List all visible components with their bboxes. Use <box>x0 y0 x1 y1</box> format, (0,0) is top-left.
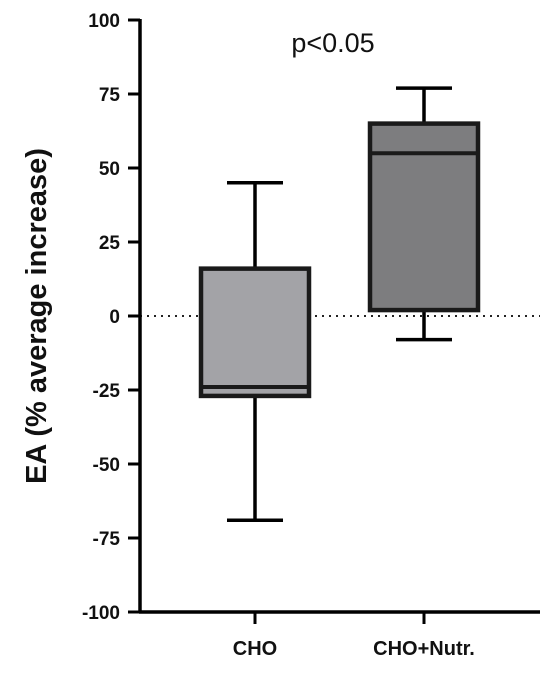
y-tick-label: 0 <box>109 307 120 328</box>
y-tick-label: 50 <box>99 159 120 180</box>
x-category-label: CHO <box>233 638 277 660</box>
y-axis-title: EA (% average increase) <box>21 148 53 484</box>
y-tick-label: 100 <box>88 11 120 32</box>
iqr-box <box>198 266 312 399</box>
y-tick-label: -75 <box>93 529 121 550</box>
significance-annotation: p<0.05 <box>291 28 374 58</box>
y-tick-label: -100 <box>82 603 120 624</box>
y-tick-label: -50 <box>93 455 120 476</box>
y-tick-label: -25 <box>93 381 121 402</box>
y-tick-label: 25 <box>99 233 121 254</box>
x-category-label: CHO+Nutr. <box>373 638 475 660</box>
y-tick-label: 75 <box>99 85 121 106</box>
